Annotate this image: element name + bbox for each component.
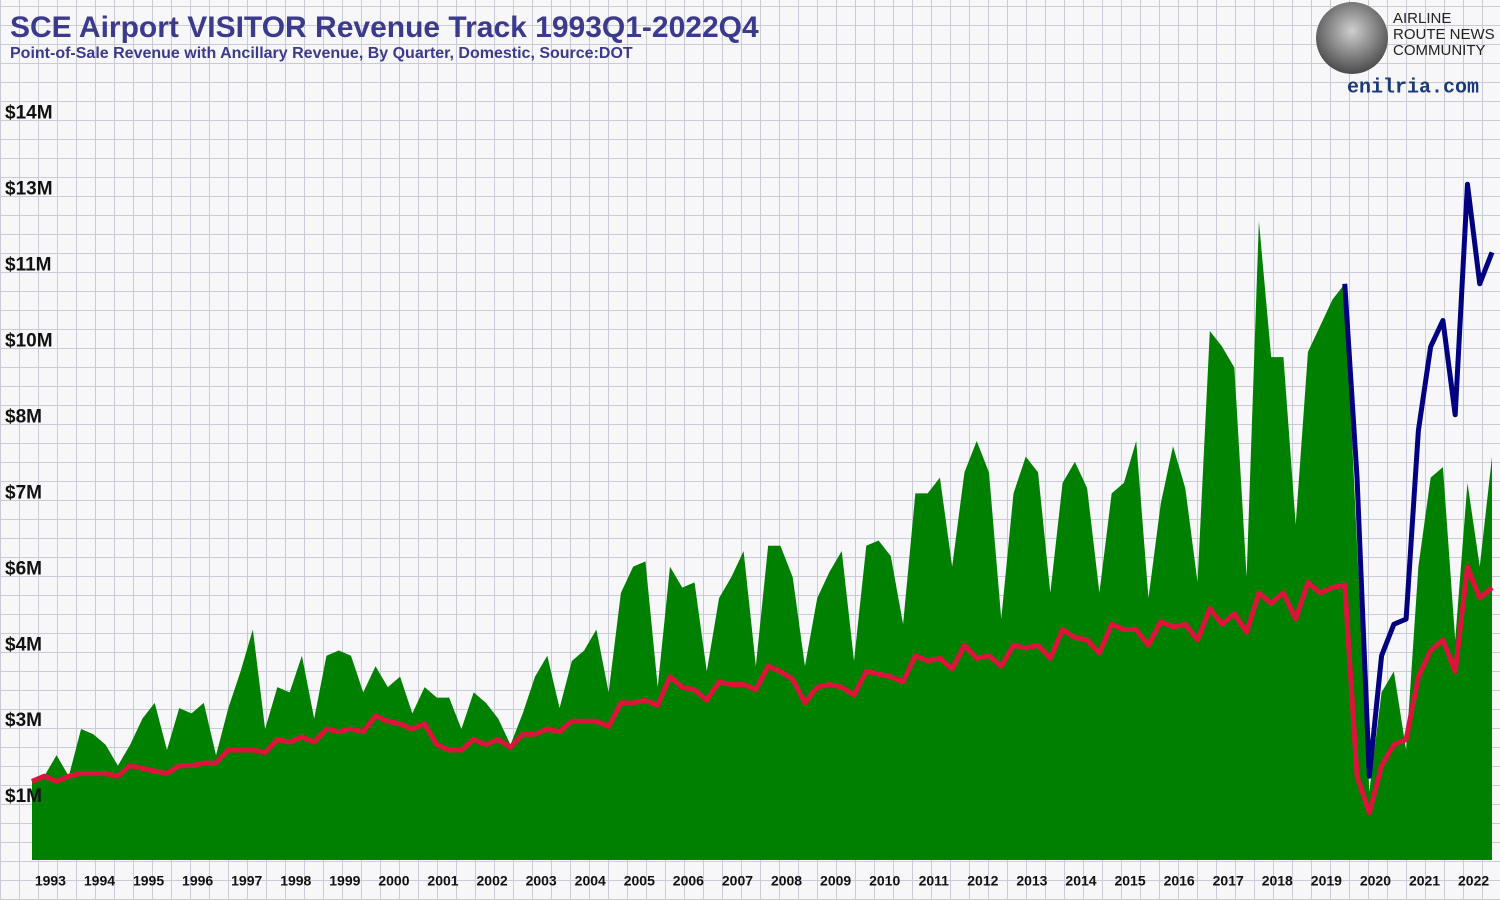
y-tick-label: $8M bbox=[5, 406, 42, 427]
x-tick-label: 1998 bbox=[280, 873, 311, 889]
chart-title: SCE Airport VISITOR Revenue Track 1993Q1… bbox=[10, 11, 759, 44]
y-tick-label: $3M bbox=[5, 710, 42, 731]
x-tick-label: 2011 bbox=[919, 873, 950, 889]
x-tick-label: 1994 bbox=[84, 873, 115, 889]
y-tick-label: $10M bbox=[5, 330, 53, 351]
x-tick-label: 1996 bbox=[182, 873, 213, 889]
logo-url[interactable]: enilria.com bbox=[1347, 76, 1479, 99]
x-tick-label: 2008 bbox=[771, 873, 802, 889]
y-tick-label: $13M bbox=[5, 179, 53, 200]
x-tick-label: 1995 bbox=[133, 873, 164, 889]
x-tick-label: 2006 bbox=[673, 873, 704, 889]
x-tick-label: 2015 bbox=[1114, 873, 1145, 889]
x-tick-label: 2013 bbox=[1016, 873, 1047, 889]
x-tick-label: 2022 bbox=[1458, 873, 1489, 889]
y-tick-label: $6M bbox=[5, 558, 42, 579]
x-tick-label: 2018 bbox=[1262, 873, 1293, 889]
x-tick-label: 1999 bbox=[329, 873, 360, 889]
x-tick-label: 2000 bbox=[378, 873, 409, 889]
area bbox=[32, 220, 1492, 860]
x-tick-label: 2017 bbox=[1213, 873, 1244, 889]
x-tick-label: 2016 bbox=[1164, 873, 1195, 889]
x-tick-label: 2005 bbox=[624, 873, 655, 889]
logo-portrait bbox=[1316, 2, 1388, 74]
x-tick-label: 2004 bbox=[575, 873, 606, 889]
x-tick-label: 2020 bbox=[1360, 873, 1391, 889]
y-tick-label: $14M bbox=[5, 103, 53, 124]
x-tick-label: 2021 bbox=[1409, 873, 1440, 889]
x-tick-label: 2001 bbox=[427, 873, 458, 889]
logo-text: AIRLINE bbox=[1393, 10, 1451, 27]
logo: AIRLINE ROUTE NEWS COMMUNITY enilria.com bbox=[1316, 2, 1495, 99]
x-tick-label: 2003 bbox=[526, 873, 557, 889]
x-tick-label: 2009 bbox=[820, 873, 851, 889]
x-tick-label: 2002 bbox=[477, 873, 508, 889]
logo-text: ROUTE NEWS bbox=[1393, 26, 1495, 43]
x-tick-label: 2012 bbox=[967, 873, 998, 889]
x-tick-label: 2019 bbox=[1311, 873, 1342, 889]
logo-text: COMMUNITY bbox=[1393, 42, 1486, 59]
x-tick-label: 2007 bbox=[722, 873, 753, 889]
line bbox=[1342, 181, 1495, 779]
x-tick-label: 1993 bbox=[35, 873, 66, 889]
x-tick-label: 2014 bbox=[1065, 873, 1096, 889]
x-tick-label: 1997 bbox=[231, 873, 262, 889]
line bbox=[31, 564, 1494, 816]
y-tick-label: $11M bbox=[5, 254, 51, 275]
x-tick-label: 2010 bbox=[869, 873, 900, 889]
y-tick-label: $1M bbox=[5, 786, 42, 807]
chart-subtitle: Point-of-Sale Revenue with Ancillary Rev… bbox=[10, 45, 633, 62]
y-tick-label: $7M bbox=[5, 482, 42, 503]
y-tick-label: $4M bbox=[5, 634, 42, 655]
